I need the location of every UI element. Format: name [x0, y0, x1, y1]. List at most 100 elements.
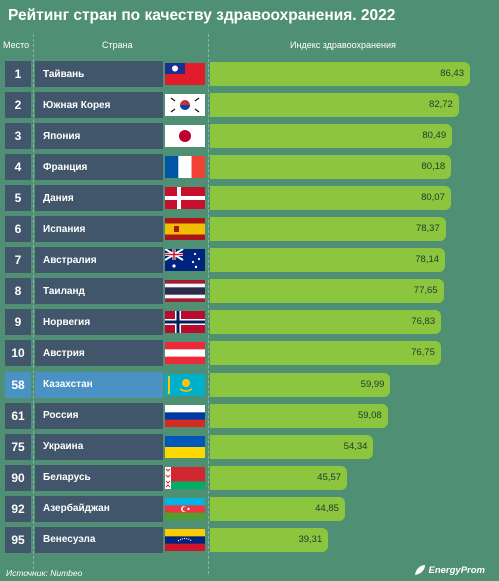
table-row: 10 Австрия 76,75 — [0, 338, 499, 367]
country-label: Южная Корея — [35, 92, 163, 119]
spain-flag — [165, 218, 205, 241]
data-label: 80,07 — [421, 192, 445, 204]
bar — [210, 310, 442, 335]
header-country: Страна — [102, 40, 133, 50]
rank-label: 7 — [5, 247, 31, 274]
country-label: Таиланд — [35, 278, 163, 305]
table-row: 9 Норвегия 76,83 — [0, 307, 499, 336]
country-label: Дания — [35, 185, 163, 212]
table-row: 7 Австралия 78,14 — [0, 245, 499, 274]
table-row: 3 Япония 80,49 — [0, 121, 499, 150]
data-label: 45,57 — [317, 471, 342, 483]
rank-label: 5 — [5, 185, 31, 212]
rank-label: 90 — [5, 464, 31, 491]
country-label: Япония — [35, 123, 163, 150]
bar — [210, 527, 329, 552]
taiwan-flag — [165, 63, 205, 85]
country-label: Венесуэла — [35, 526, 163, 553]
france-flag — [165, 156, 205, 179]
data-label: 78,14 — [415, 254, 440, 266]
rank-label: 3 — [5, 123, 31, 150]
rank-label: 92 — [5, 495, 31, 522]
header-rank: Место — [3, 40, 30, 50]
rank-label: 75 — [5, 433, 31, 460]
data-label: 59,99 — [360, 378, 385, 390]
country-label: Испания — [35, 216, 163, 243]
brand-logo: EnergyProm — [414, 564, 485, 576]
column-divider — [33, 34, 34, 574]
rank-label: 4 — [5, 154, 31, 181]
bar — [210, 155, 452, 180]
venezuela-flag — [165, 528, 205, 551]
column-divider — [208, 34, 209, 574]
japan-flag — [165, 125, 205, 148]
data-label: 80,18 — [421, 161, 446, 173]
leaf-icon — [414, 565, 425, 575]
country-label: Тайвань — [35, 61, 163, 87]
table-header: Место Страна Индекс здравоохранения — [0, 34, 499, 56]
bar — [210, 341, 441, 366]
bar — [210, 403, 388, 428]
rank-label: 1 — [5, 61, 31, 87]
country-label: Австралия — [35, 247, 163, 274]
norway-flag — [165, 311, 205, 334]
table-row: 8 Таиланд 77,65 — [0, 276, 499, 305]
data-label: 76,75 — [411, 347, 435, 359]
table-row: 2 Южная Корея 82,72 — [0, 90, 499, 119]
table-row: 95 Венесуэла 39,31 — [0, 525, 499, 553]
denmark-flag — [165, 187, 205, 210]
azerbaijan-flag — [165, 497, 205, 520]
country-label: Россия — [35, 402, 163, 429]
data-label: 76,83 — [411, 316, 436, 328]
bar — [210, 248, 446, 273]
country-label: Беларусь — [35, 464, 163, 491]
data-label: 39,31 — [298, 533, 323, 545]
kazakhstan-flag — [165, 373, 205, 396]
table-row: 1 Тайвань 86,43 — [0, 59, 499, 87]
country-label: Украина — [35, 433, 163, 460]
table-row: 4 Франция 80,18 — [0, 152, 499, 181]
table-row: 58 Казахстан 59,99 — [0, 370, 499, 398]
source-note: Источник: Numbeo — [6, 568, 83, 578]
russia-flag — [165, 404, 205, 427]
bar — [210, 465, 348, 490]
rank-label: 95 — [5, 526, 31, 553]
data-label: 77,65 — [413, 285, 438, 297]
rank-label: 58 — [5, 371, 31, 398]
bar — [210, 279, 444, 304]
country-label: Казахстан — [35, 371, 163, 398]
bar — [210, 217, 446, 242]
belarus-flag — [165, 466, 205, 489]
data-label: 80,49 — [422, 130, 447, 142]
table-row: 6 Испания 78,37 — [0, 214, 499, 243]
table-row: 61 Россия 59,08 — [0, 401, 499, 429]
table-row: 90 Беларусь 45,57 — [0, 463, 499, 491]
rank-label: 9 — [5, 309, 31, 336]
south-korea-flag — [165, 94, 205, 117]
table-row: 5 Дания 80,07 — [0, 183, 499, 212]
country-label: Азербайджан — [35, 495, 163, 522]
bar — [210, 372, 391, 397]
chart-title: Рейтинг стран по качеству здравоохранени… — [8, 7, 396, 24]
country-label: Австрия — [35, 340, 163, 367]
bar — [210, 93, 459, 118]
bar — [210, 186, 451, 211]
data-label: 44,85 — [315, 502, 339, 514]
bar — [210, 124, 453, 149]
header-index: Индекс здравоохранения — [290, 40, 396, 50]
bar — [210, 496, 345, 521]
data-label: 78,37 — [415, 223, 440, 235]
table-row: 75 Украина 54,34 — [0, 432, 499, 460]
rank-label: 8 — [5, 278, 31, 305]
data-label: 86,43 — [440, 68, 464, 79]
bar — [210, 434, 374, 459]
rank-label: 61 — [5, 402, 31, 429]
rank-label: 10 — [5, 340, 31, 367]
australia-flag — [165, 249, 205, 272]
country-label: Франция — [35, 154, 163, 181]
ukraine-flag — [165, 435, 205, 458]
data-label: 54,34 — [343, 440, 368, 452]
austria-flag — [165, 342, 205, 365]
table-row: 92 Азербайджан 44,85 — [0, 494, 499, 522]
